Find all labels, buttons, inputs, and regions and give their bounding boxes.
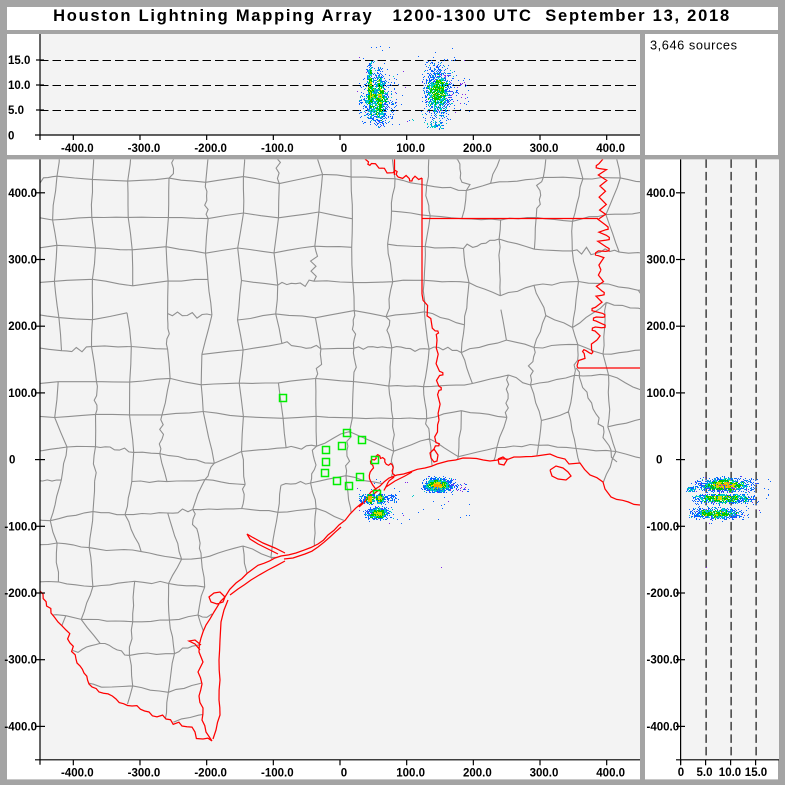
svg-text:0: 0 [656, 455, 662, 467]
svg-text:3,646 sources: 3,646 sources [650, 38, 738, 53]
svg-text:-300.0: -300.0 [128, 768, 161, 780]
svg-text:-100.0: -100.0 [261, 143, 294, 155]
svg-text:-200.0: -200.0 [4, 588, 37, 600]
svg-text:10.0: 10.0 [719, 767, 741, 779]
svg-text:-400.0: -400.0 [647, 721, 680, 733]
svg-text:300.0: 300.0 [530, 768, 559, 780]
svg-text:0: 0 [8, 131, 14, 143]
svg-text:0: 0 [341, 143, 347, 155]
svg-text:100.0: 100.0 [396, 768, 425, 780]
svg-text:-300.0: -300.0 [4, 655, 37, 667]
svg-text:-400.0: -400.0 [61, 143, 94, 155]
svg-text:400.0: 400.0 [647, 188, 676, 200]
svg-text:0: 0 [9, 455, 15, 467]
svg-text:0: 0 [678, 767, 684, 779]
svg-text:Houston Lightning Mapping Arra: Houston Lightning Mapping Array 1200-130… [53, 7, 731, 25]
svg-text:200.0: 200.0 [463, 768, 492, 780]
svg-text:-300.0: -300.0 [128, 143, 161, 155]
svg-text:100.0: 100.0 [647, 388, 676, 400]
svg-text:-100.0: -100.0 [4, 521, 37, 533]
svg-text:-400.0: -400.0 [61, 768, 94, 780]
svg-text:15.0: 15.0 [745, 767, 767, 779]
svg-text:100.0: 100.0 [8, 388, 37, 400]
svg-text:10.0: 10.0 [8, 80, 30, 92]
svg-text:400.0: 400.0 [596, 143, 625, 155]
svg-text:5.0: 5.0 [697, 767, 713, 779]
svg-text:-400.0: -400.0 [4, 721, 37, 733]
svg-text:300.0: 300.0 [530, 143, 559, 155]
svg-text:0: 0 [341, 768, 347, 780]
svg-text:5.0: 5.0 [8, 105, 24, 117]
svg-text:100.0: 100.0 [396, 143, 425, 155]
svg-text:-300.0: -300.0 [647, 655, 680, 667]
svg-text:-200.0: -200.0 [647, 588, 680, 600]
svg-text:15.0: 15.0 [8, 55, 30, 67]
svg-text:200.0: 200.0 [647, 321, 676, 333]
svg-text:-100.0: -100.0 [261, 768, 294, 780]
svg-text:400.0: 400.0 [596, 768, 625, 780]
svg-text:-100.0: -100.0 [647, 521, 680, 533]
svg-text:200.0: 200.0 [8, 321, 37, 333]
svg-text:300.0: 300.0 [647, 255, 676, 267]
svg-text:-200.0: -200.0 [194, 143, 227, 155]
svg-text:-200.0: -200.0 [194, 768, 227, 780]
svg-text:400.0: 400.0 [8, 188, 37, 200]
svg-text:200.0: 200.0 [463, 143, 492, 155]
svg-text:300.0: 300.0 [8, 255, 37, 267]
